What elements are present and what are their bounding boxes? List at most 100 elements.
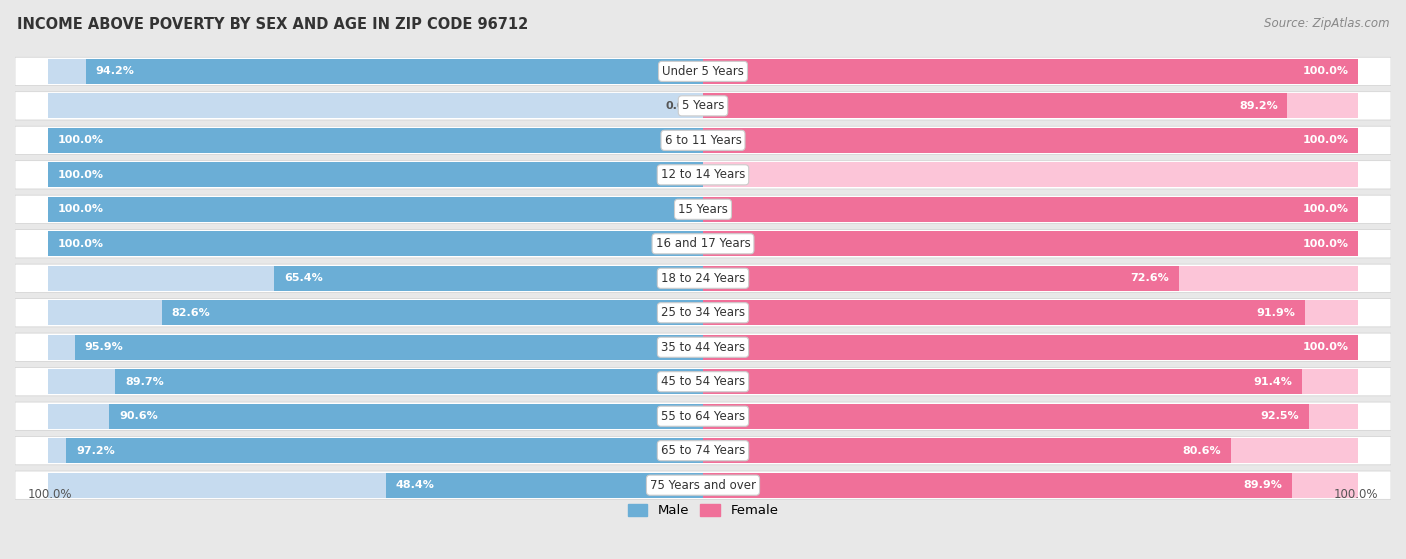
Text: 75 Years and over: 75 Years and over	[650, 479, 756, 492]
FancyBboxPatch shape	[15, 160, 1391, 189]
Bar	[48, 231, 703, 256]
Text: 100.0%: 100.0%	[58, 239, 104, 249]
Text: 100.0%: 100.0%	[1302, 67, 1348, 77]
Text: 95.9%: 95.9%	[84, 342, 124, 352]
Bar	[48, 59, 703, 84]
Bar	[703, 197, 1358, 222]
Bar	[703, 231, 1358, 256]
Bar	[703, 93, 1288, 119]
Bar	[48, 404, 703, 429]
FancyBboxPatch shape	[15, 368, 1391, 396]
Bar	[703, 93, 1358, 119]
FancyBboxPatch shape	[15, 195, 1391, 224]
Text: 72.6%: 72.6%	[1130, 273, 1168, 283]
Bar	[48, 163, 703, 187]
Text: 16 and 17 Years: 16 and 17 Years	[655, 237, 751, 250]
Text: 100.0%: 100.0%	[1302, 239, 1348, 249]
Bar	[48, 335, 703, 359]
Text: 55 to 64 Years: 55 to 64 Years	[661, 410, 745, 423]
Bar	[703, 231, 1358, 256]
Text: 35 to 44 Years: 35 to 44 Years	[661, 341, 745, 354]
FancyBboxPatch shape	[15, 57, 1391, 86]
Bar	[48, 438, 703, 463]
Text: Under 5 Years: Under 5 Years	[662, 65, 744, 78]
Text: 100.0%: 100.0%	[58, 170, 104, 180]
Bar	[48, 266, 703, 291]
Text: 45 to 54 Years: 45 to 54 Years	[661, 375, 745, 388]
Bar	[703, 59, 1358, 84]
Text: Source: ZipAtlas.com: Source: ZipAtlas.com	[1264, 17, 1389, 30]
Bar	[703, 438, 1358, 463]
Text: 97.2%: 97.2%	[76, 446, 115, 456]
Bar	[274, 266, 703, 291]
Bar	[703, 369, 1302, 394]
Text: 5 Years: 5 Years	[682, 100, 724, 112]
Bar	[48, 197, 703, 222]
Bar	[703, 473, 1358, 498]
Bar	[162, 300, 703, 325]
Bar	[703, 266, 1178, 291]
Bar	[703, 59, 1358, 84]
Text: 90.6%: 90.6%	[120, 411, 157, 421]
Text: 15 Years: 15 Years	[678, 203, 728, 216]
FancyBboxPatch shape	[15, 264, 1391, 292]
Bar	[48, 369, 703, 394]
Bar	[48, 128, 703, 153]
Text: 82.6%: 82.6%	[172, 308, 211, 318]
Bar	[115, 369, 703, 394]
Bar	[703, 197, 1358, 222]
Text: 91.9%: 91.9%	[1257, 308, 1295, 318]
Bar	[110, 404, 703, 429]
Bar	[703, 335, 1358, 359]
Text: 12 to 14 Years: 12 to 14 Years	[661, 168, 745, 181]
FancyBboxPatch shape	[15, 92, 1391, 120]
Text: 18 to 24 Years: 18 to 24 Years	[661, 272, 745, 285]
Text: 100.0%: 100.0%	[1333, 487, 1378, 501]
Bar	[385, 473, 703, 498]
Text: 100.0%: 100.0%	[1302, 342, 1348, 352]
Text: 92.5%: 92.5%	[1261, 411, 1299, 421]
Text: INCOME ABOVE POVERTY BY SEX AND AGE IN ZIP CODE 96712: INCOME ABOVE POVERTY BY SEX AND AGE IN Z…	[17, 17, 529, 32]
Legend: Male, Female: Male, Female	[623, 499, 783, 523]
FancyBboxPatch shape	[15, 437, 1391, 465]
Text: 91.4%: 91.4%	[1253, 377, 1292, 387]
Text: 6 to 11 Years: 6 to 11 Years	[665, 134, 741, 147]
Bar	[703, 128, 1358, 153]
FancyBboxPatch shape	[15, 126, 1391, 154]
Bar	[703, 369, 1358, 394]
Text: 80.6%: 80.6%	[1182, 446, 1222, 456]
Bar	[75, 335, 703, 359]
FancyBboxPatch shape	[15, 299, 1391, 327]
Bar	[703, 266, 1358, 291]
Text: 65 to 74 Years: 65 to 74 Years	[661, 444, 745, 457]
Bar	[48, 300, 703, 325]
Bar	[703, 438, 1232, 463]
Bar	[703, 300, 1358, 325]
Bar	[703, 163, 1358, 187]
Text: 89.9%: 89.9%	[1243, 480, 1282, 490]
Bar	[703, 128, 1358, 153]
FancyBboxPatch shape	[15, 333, 1391, 361]
Text: 89.2%: 89.2%	[1239, 101, 1278, 111]
Bar	[48, 163, 703, 187]
FancyBboxPatch shape	[15, 471, 1391, 499]
Text: 100.0%: 100.0%	[28, 487, 73, 501]
Text: 94.2%: 94.2%	[96, 67, 135, 77]
Bar	[703, 300, 1305, 325]
Bar	[703, 473, 1292, 498]
Text: 100.0%: 100.0%	[1302, 135, 1348, 145]
Bar	[48, 93, 703, 119]
Bar	[48, 128, 703, 153]
Text: 25 to 34 Years: 25 to 34 Years	[661, 306, 745, 319]
Text: 89.7%: 89.7%	[125, 377, 165, 387]
Bar	[66, 438, 703, 463]
Text: 100.0%: 100.0%	[1302, 204, 1348, 214]
Text: 100.0%: 100.0%	[58, 135, 104, 145]
Bar	[703, 404, 1358, 429]
FancyBboxPatch shape	[15, 402, 1391, 430]
Text: 0.0%: 0.0%	[666, 101, 696, 111]
Bar	[86, 59, 703, 84]
Bar	[703, 335, 1358, 359]
Text: 65.4%: 65.4%	[284, 273, 323, 283]
Bar	[48, 197, 703, 222]
